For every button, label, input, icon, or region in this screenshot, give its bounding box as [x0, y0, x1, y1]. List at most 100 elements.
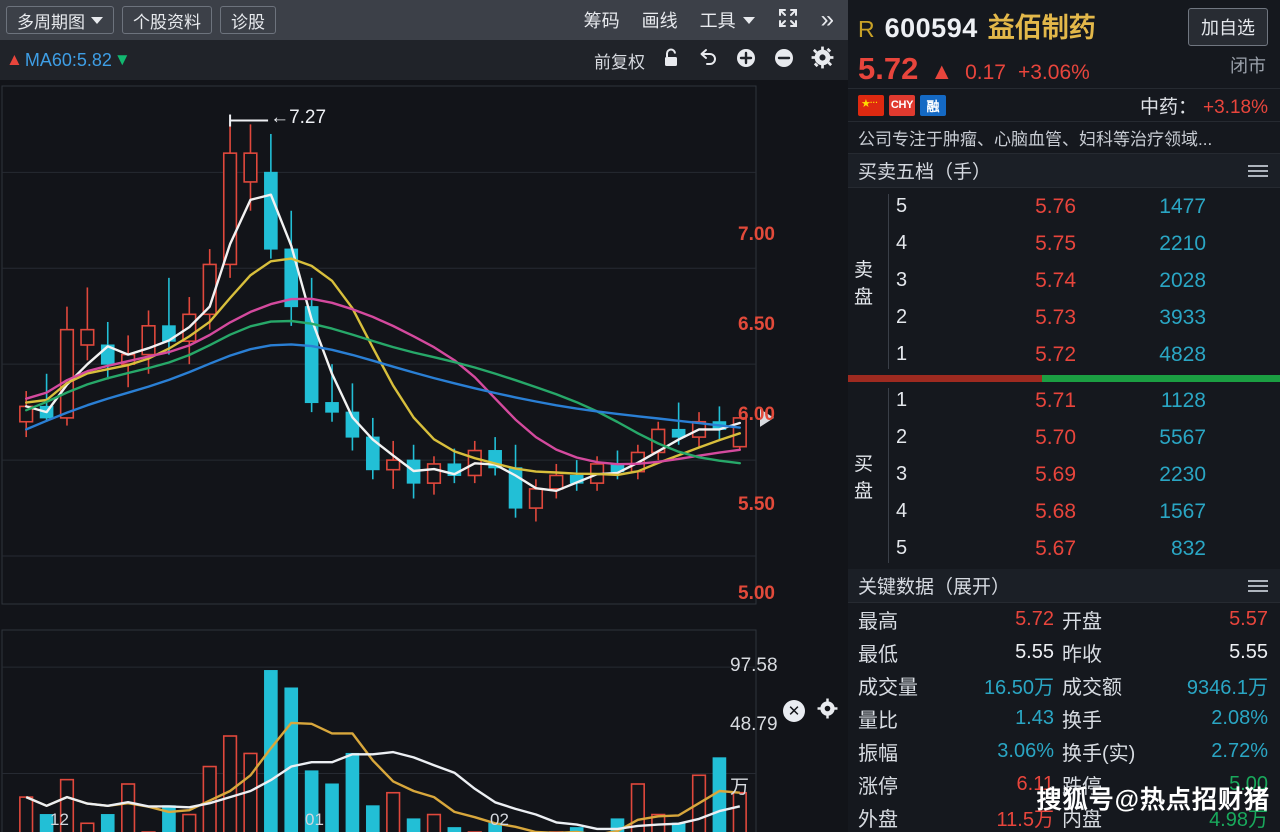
key-data-row: 量比 1.43 换手 2.08%	[848, 702, 1280, 735]
order-volume: 1567	[1159, 499, 1206, 523]
undo-icon[interactable]	[697, 47, 719, 74]
company-description[interactable]: 公司专注于肿瘤、心脑血管、妇科等治疗领域...	[848, 122, 1280, 154]
key-data-label: 涨停	[858, 776, 898, 798]
margin-badge: 融	[920, 94, 946, 116]
chevron-down-icon	[91, 16, 103, 24]
chevron-right-icon[interactable]: »	[820, 6, 834, 33]
key-data-label: 振幅	[858, 743, 898, 765]
order-volume: 832	[1170, 536, 1206, 560]
x-tick-2: 02	[490, 810, 509, 829]
add-to-watchlist-button[interactable]: 加自选	[1188, 8, 1268, 46]
quote-identity-row: R 600594 益佰制药	[858, 6, 1268, 45]
expand-icon[interactable]	[777, 7, 799, 34]
ma60-indicator: ▲ MA60:5.82 ▼	[0, 50, 131, 71]
multi-period-button[interactable]: 多周期图	[6, 6, 114, 34]
adjust-button[interactable]: 前复权	[594, 52, 645, 72]
chevron-down-icon	[742, 16, 755, 24]
order-level: 4	[896, 500, 908, 522]
order-price: 5.68	[1035, 499, 1076, 523]
lock-icon[interactable]	[661, 47, 681, 74]
sell-order-book: 卖盘 5 5.76 1477 4 5.75 2210 3 5.74 2028 2 5.73 3933 1…	[848, 188, 1280, 375]
key-data-value: 5.55	[1015, 641, 1054, 663]
diagnose-button[interactable]: 诊股	[220, 6, 276, 34]
book-divider	[888, 388, 889, 563]
order-level: 3	[896, 463, 908, 485]
order-price: 5.76	[1035, 194, 1076, 218]
sector-label: 中药：	[1140, 96, 1198, 118]
tools-label: 工具	[699, 11, 736, 31]
hamburger-icon[interactable]	[1248, 164, 1268, 177]
hamburger-icon[interactable]	[1248, 579, 1268, 592]
order-book-row[interactable]: 2 5.73 3933	[848, 299, 1280, 336]
chart-canvas-area[interactable]: ←7.27 7.00 6.50 6.00 5.50 5.00 ✕	[0, 80, 848, 832]
buy-order-book: 买盘 1 5.71 1128 2 5.70 5567 3 5.69 2230 4 5.68 1567 5…	[848, 382, 1280, 569]
stock-info-button[interactable]: 个股资料	[122, 6, 212, 34]
order-book-header: 买卖五档（手）	[848, 154, 1280, 188]
key-data-label: 量比	[858, 710, 898, 732]
toolbar-right-group: 筹码 画线 工具 »	[584, 7, 848, 34]
order-book-row[interactable]: 4 5.68 1567	[848, 493, 1280, 530]
key-data-row: 最低 5.55 昨收 5.55	[848, 636, 1280, 669]
price-tick-3: 5.50	[738, 494, 775, 515]
order-volume: 5567	[1159, 425, 1206, 449]
order-book-row[interactable]: 2 5.70 5567	[848, 419, 1280, 456]
order-volume: 1477	[1159, 194, 1206, 218]
chart-pane: 多周期图 个股资料 诊股 筹码 画线 工具	[0, 0, 848, 832]
gear-icon[interactable]	[811, 46, 834, 74]
price-tick-4: 5.00	[738, 583, 775, 604]
tools-button[interactable]: 工具	[700, 7, 755, 33]
key-data-row: 涨停 6.11 跌停 5.00	[848, 768, 1280, 801]
diagnose-label: 诊股	[231, 12, 265, 32]
key-data-header[interactable]: 关键数据（展开）	[848, 569, 1280, 603]
order-book-row[interactable]: 5 5.76 1477	[848, 188, 1280, 225]
order-price: 5.74	[1035, 268, 1076, 292]
gear-icon[interactable]	[817, 698, 838, 724]
order-price: 5.70	[1035, 425, 1076, 449]
key-data-label: 内盘	[1062, 809, 1102, 831]
x-tick-1: 01	[305, 810, 324, 829]
x-tick-0: 12	[50, 810, 69, 829]
close-icon[interactable]: ✕	[783, 700, 805, 722]
chart-toolbar: 多周期图 个股资料 诊股 筹码 画线 工具	[0, 0, 848, 40]
order-level: 3	[896, 269, 908, 291]
quote-header: R 600594 益佰制药 加自选 5.72 ▲ 0.17 +3.06% 闭市	[848, 0, 1280, 88]
order-level: 2	[896, 306, 908, 328]
order-book-row[interactable]: 4 5.75 2210	[848, 225, 1280, 262]
order-book-row[interactable]: 3 5.69 2230	[848, 456, 1280, 493]
draw-button[interactable]: 画线	[641, 11, 678, 31]
key-data-label: 换手	[1062, 710, 1102, 732]
chips-button[interactable]: 筹码	[583, 11, 620, 31]
order-book-row[interactable]: 1 5.72 4828	[848, 336, 1280, 373]
key-data-row: 外盘 11.5万 内盘 4.98万	[848, 801, 1280, 832]
key-data-label: 成交量	[858, 677, 918, 699]
quote-badges-row: CHY 融 中药： +3.18%	[848, 88, 1280, 122]
order-price: 5.71	[1035, 388, 1076, 412]
ma60-label: MA60:5.82	[24, 49, 112, 70]
market-tag: R	[858, 16, 875, 42]
order-level: 1	[896, 389, 908, 411]
key-data-label: 换手(实)	[1062, 743, 1136, 765]
price-tick-2: 6.00	[738, 404, 775, 425]
arrow-up-icon: ▲	[930, 58, 954, 84]
order-price: 5.75	[1035, 231, 1076, 255]
order-volume: 3933	[1159, 305, 1206, 329]
order-volume: 2210	[1159, 231, 1206, 255]
buy-label-text: 买盘	[854, 453, 874, 502]
stock-code: 600594	[884, 13, 978, 43]
watermark: 搜狐号@热点招财猪	[1036, 786, 1270, 814]
key-data-title: 关键数据（展开）	[858, 577, 1011, 598]
sector-indicator[interactable]: 中药： +3.18%	[1140, 92, 1268, 119]
kline-chart[interactable]	[0, 80, 848, 832]
order-book-row[interactable]: 1 5.71 1128	[848, 382, 1280, 419]
volume-tick-1: 48.79	[730, 714, 778, 735]
key-data-value: 2.72%	[1211, 740, 1268, 762]
order-volume: 1128	[1160, 388, 1206, 412]
order-book-row[interactable]: 5 5.67 832	[848, 530, 1280, 567]
chy-badge: CHY	[889, 94, 915, 116]
order-book-row[interactable]: 3 5.74 2028	[848, 262, 1280, 299]
minus-icon[interactable]	[773, 47, 795, 74]
key-data-value: 5.57	[1229, 608, 1268, 630]
key-data-value: 6.11	[1016, 773, 1054, 795]
key-data-label: 跌停	[1062, 776, 1102, 798]
plus-icon[interactable]	[735, 47, 757, 74]
